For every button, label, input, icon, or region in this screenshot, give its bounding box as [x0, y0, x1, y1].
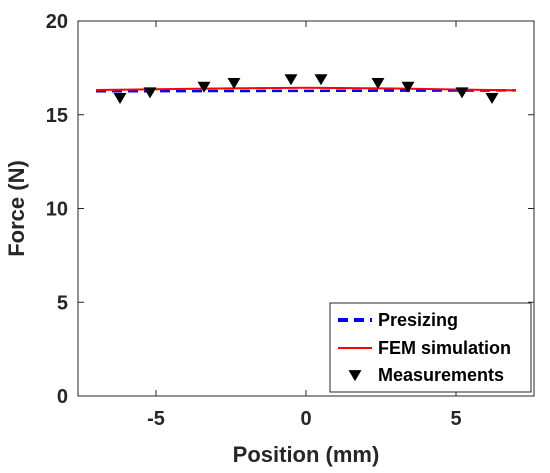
y-tick-label-2: 10	[46, 199, 68, 221]
measurement-point-8	[455, 87, 469, 99]
legend: Presizing FEM simulation Measurements	[329, 302, 532, 393]
measurement-point-4	[284, 74, 298, 86]
measurement-point-9	[485, 93, 499, 105]
measurement-point-3	[227, 78, 241, 90]
y-tick-label-0: 0	[57, 386, 68, 408]
measurement-point-5	[314, 74, 328, 86]
y-tick-label-1: 5	[57, 292, 68, 314]
legend-label-measurements: Measurements	[378, 365, 504, 385]
x-axis-label: Position (mm)	[233, 442, 380, 467]
measurement-point-1	[143, 87, 157, 99]
y-axis-label: Force (N)	[4, 160, 29, 257]
y-tick-label-4: 20	[46, 11, 68, 33]
y-tick-label-3: 15	[46, 105, 68, 127]
x-tick-label-0: -5	[147, 408, 165, 430]
series-line-presizing	[95, 89, 517, 93]
x-tick-label-1: 0	[300, 408, 311, 430]
measurement-point-6	[371, 78, 385, 90]
x-tick-label-2: 5	[450, 408, 461, 430]
measurement-point-0	[113, 93, 127, 105]
measurement-point-2	[197, 81, 211, 93]
measurement-point-7	[401, 81, 415, 93]
legend-label-presizing: Presizing	[378, 310, 458, 330]
legend-measurements-marker	[348, 370, 362, 382]
series-line-fem-simulation	[95, 86, 517, 92]
legend-label-fem-simulation: FEM simulation	[378, 338, 511, 358]
